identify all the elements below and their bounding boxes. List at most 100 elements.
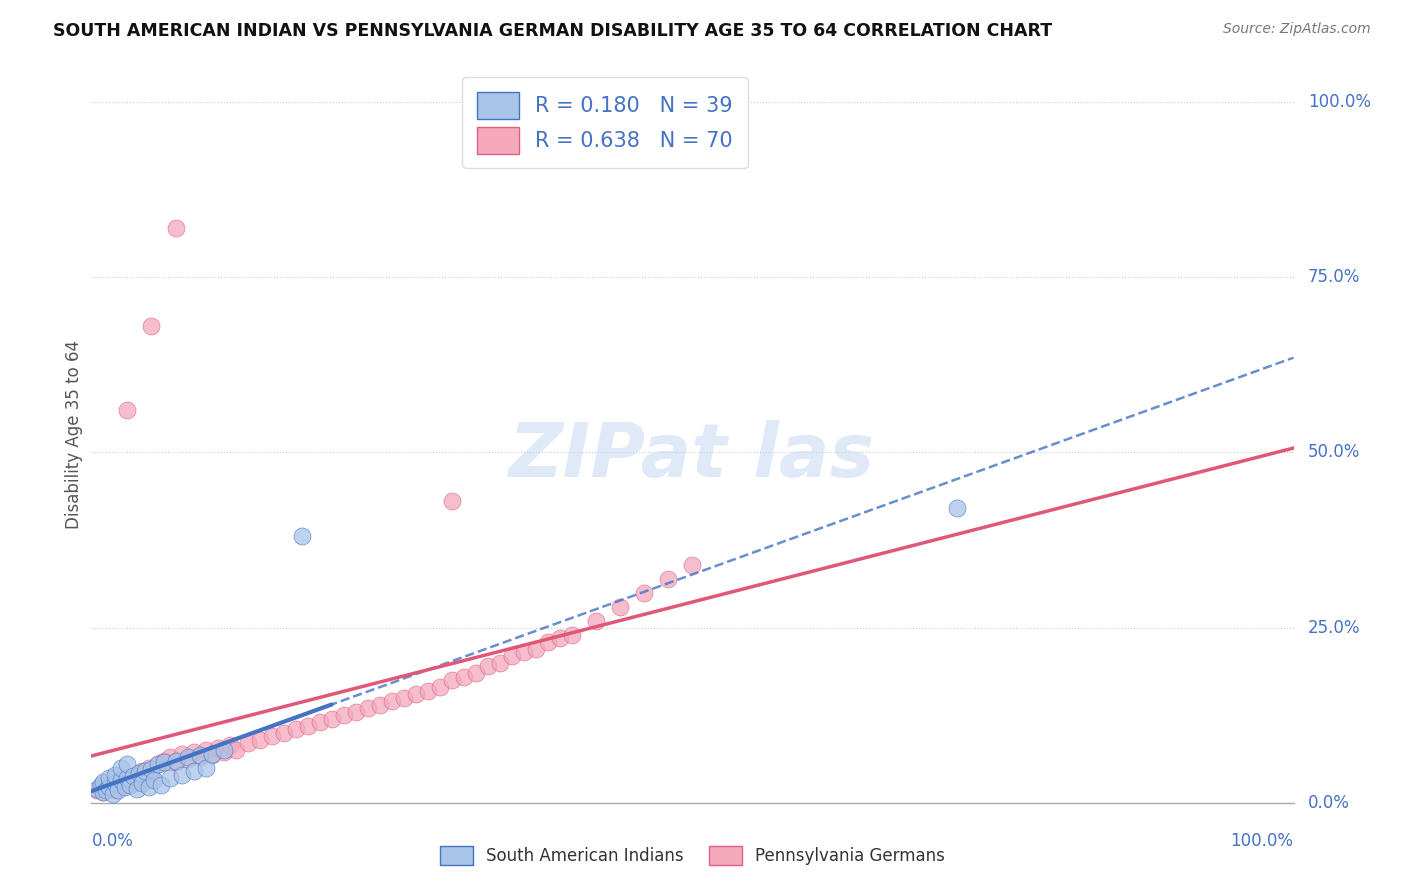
Point <box>104 783 127 797</box>
Point <box>118 778 141 792</box>
Point <box>489 656 512 670</box>
Text: 100.0%: 100.0% <box>1230 832 1294 850</box>
Y-axis label: Disability Age 35 to 64: Disability Age 35 to 64 <box>65 341 83 529</box>
Point <box>188 748 211 763</box>
Point <box>141 319 163 334</box>
Point <box>440 673 463 688</box>
Point <box>131 776 153 790</box>
Point <box>501 648 523 663</box>
Point <box>201 747 224 761</box>
Point <box>524 641 547 656</box>
Point <box>440 494 463 508</box>
Point <box>176 750 198 764</box>
Point <box>104 768 127 782</box>
Point <box>201 748 224 763</box>
Point <box>141 768 163 782</box>
Point <box>134 771 156 786</box>
Text: 100.0%: 100.0% <box>1308 93 1371 111</box>
Point <box>114 773 136 788</box>
Point <box>212 745 235 759</box>
Point <box>657 572 679 586</box>
Point <box>585 614 607 628</box>
Point <box>368 698 391 712</box>
Point <box>416 683 439 698</box>
Point <box>118 771 141 786</box>
Point <box>152 755 174 769</box>
Point <box>146 757 169 772</box>
Point <box>94 783 117 797</box>
Point <box>453 670 475 684</box>
Point <box>122 769 145 783</box>
Point <box>125 769 148 783</box>
Point <box>122 776 145 790</box>
Point <box>128 773 150 788</box>
Point <box>946 501 969 516</box>
Point <box>392 690 415 705</box>
Point <box>117 403 139 417</box>
Point <box>170 747 193 761</box>
Point <box>188 750 211 764</box>
Point <box>681 558 703 572</box>
Point <box>284 723 307 737</box>
Point <box>159 750 181 764</box>
Point <box>90 778 112 792</box>
Point <box>308 715 330 730</box>
Point <box>98 771 121 786</box>
Point <box>128 766 150 780</box>
Point <box>131 764 153 779</box>
Point <box>142 773 165 788</box>
Point <box>537 634 560 648</box>
Text: Source: ZipAtlas.com: Source: ZipAtlas.com <box>1223 22 1371 37</box>
Point <box>183 764 205 779</box>
Point <box>249 732 271 747</box>
Point <box>98 780 121 795</box>
Point <box>107 776 129 790</box>
Point <box>93 785 115 799</box>
Point <box>381 694 404 708</box>
Point <box>159 771 181 786</box>
Point <box>429 680 451 694</box>
Point <box>291 529 314 543</box>
Text: 0.0%: 0.0% <box>1308 794 1350 812</box>
Point <box>134 764 156 779</box>
Point <box>138 761 160 775</box>
Text: 75.0%: 75.0% <box>1308 268 1361 286</box>
Point <box>104 776 127 790</box>
Point <box>212 743 235 757</box>
Text: 0.0%: 0.0% <box>91 832 134 850</box>
Point <box>297 719 319 733</box>
Point <box>357 701 380 715</box>
Point <box>165 754 187 768</box>
Point <box>260 729 283 743</box>
Point <box>218 739 240 753</box>
Point <box>273 725 295 739</box>
Text: SOUTH AMERICAN INDIAN VS PENNSYLVANIA GERMAN DISABILITY AGE 35 TO 64 CORRELATION: SOUTH AMERICAN INDIAN VS PENNSYLVANIA GE… <box>53 22 1053 40</box>
Point <box>98 781 121 796</box>
Point <box>93 785 115 799</box>
Point <box>477 659 499 673</box>
Point <box>513 645 536 659</box>
Point <box>117 771 139 786</box>
Point <box>110 780 132 795</box>
Point <box>110 773 132 788</box>
Point <box>548 631 571 645</box>
Point <box>101 788 124 802</box>
Point <box>101 774 124 789</box>
Point <box>465 666 488 681</box>
Point <box>110 761 132 775</box>
Text: ZIPat las: ZIPat las <box>509 420 876 493</box>
Point <box>561 627 583 641</box>
Point <box>236 736 259 750</box>
Point <box>150 778 173 792</box>
Point <box>194 743 217 757</box>
Point <box>170 768 193 782</box>
Text: 50.0%: 50.0% <box>1308 443 1361 461</box>
Point <box>165 221 187 235</box>
Point <box>176 752 198 766</box>
Point <box>107 783 129 797</box>
Point <box>333 708 356 723</box>
Point <box>86 783 108 797</box>
Point <box>194 761 217 775</box>
Point <box>117 778 139 792</box>
Point <box>86 781 108 796</box>
